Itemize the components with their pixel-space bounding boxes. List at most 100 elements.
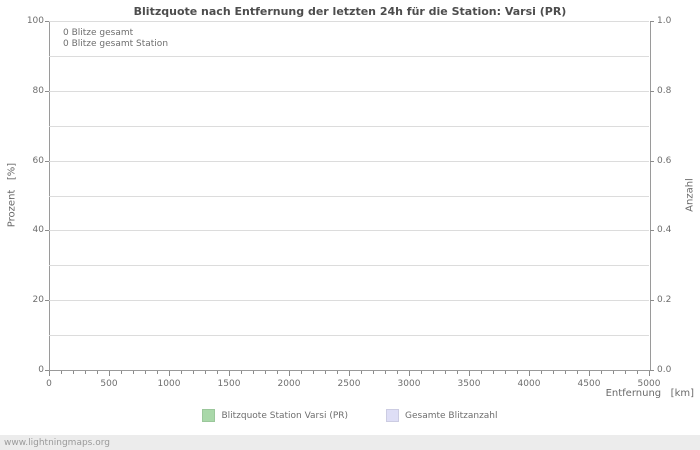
gridline <box>49 21 649 22</box>
x-tick-label: 5000 <box>637 379 661 389</box>
x-minor-tick-mark <box>157 371 158 374</box>
footer-bar <box>0 435 700 450</box>
x-major-tick-mark <box>529 371 530 376</box>
y-left-tick-mark <box>45 21 49 22</box>
y-right-tick-label: 0.0 <box>657 365 672 375</box>
x-minor-tick-mark <box>553 371 554 374</box>
y-right-tick-mark <box>650 370 654 371</box>
chart-title: Blitzquote nach Entfernung der letzten 2… <box>133 5 567 18</box>
legend-label-total-count: Gesamte Blitzanzahl <box>405 410 498 421</box>
y-right-tick-mark <box>650 21 654 22</box>
x-tick-label: 4500 <box>577 379 601 389</box>
x-minor-tick-mark <box>481 371 482 374</box>
x-minor-tick-mark <box>193 371 194 374</box>
y-right-tick-mark <box>650 91 654 92</box>
x-minor-tick-mark <box>373 371 374 374</box>
x-minor-tick-mark <box>145 371 146 374</box>
y-axis-label-left: Prozent [%] <box>6 162 18 228</box>
x-tick-label: 4000 <box>517 379 541 389</box>
x-major-tick-mark <box>109 371 110 376</box>
y-right-tick-mark <box>650 230 654 231</box>
watermark-link[interactable]: www.lightningmaps.org <box>4 438 110 448</box>
x-major-tick-mark <box>49 371 50 376</box>
x-minor-tick-mark <box>517 371 518 374</box>
annotation-total-strikes: 0 Blitze gesamt <box>63 28 134 38</box>
x-minor-tick-mark <box>541 371 542 374</box>
x-major-tick-mark <box>229 371 230 376</box>
y-left-tick-mark <box>45 370 49 371</box>
x-major-tick-mark <box>589 371 590 376</box>
gridline <box>49 230 649 231</box>
y-right-tick-mark <box>650 300 654 301</box>
x-tick-label: 3000 <box>397 379 421 389</box>
y-left-tick-mark <box>45 230 49 231</box>
gridline <box>49 126 649 127</box>
legend-swatch-total-count <box>386 409 400 422</box>
x-minor-tick-mark <box>61 371 62 374</box>
legend-label-station-quote: Blitzquote Station Varsi (PR) <box>221 410 349 421</box>
x-minor-tick-mark <box>301 371 302 374</box>
x-minor-tick-mark <box>457 371 458 374</box>
y-left-tick-label: 80 <box>32 86 44 96</box>
y-right-tick-label: 0.6 <box>657 156 672 166</box>
y-right-tick-label: 0.2 <box>657 295 672 305</box>
annotation-station-strikes: 0 Blitze gesamt Station <box>63 39 169 49</box>
y-right-tick-mark <box>650 161 654 162</box>
legend-item-total-count: Gesamte Blitzanzahl <box>386 409 498 422</box>
x-minor-tick-mark <box>265 371 266 374</box>
y-right-tick-label: 1.0 <box>657 16 672 26</box>
legend: Blitzquote Station Varsi (PR) Gesamte Bl… <box>0 409 700 422</box>
x-minor-tick-mark <box>433 371 434 374</box>
y-left-tick-label: 0 <box>38 365 44 375</box>
x-tick-label: 0 <box>46 379 52 389</box>
x-minor-tick-mark <box>325 371 326 374</box>
x-minor-tick-mark <box>577 371 578 374</box>
x-minor-tick-mark <box>73 371 74 374</box>
x-tick-label: 500 <box>100 379 118 389</box>
y-left-tick-label: 40 <box>32 225 44 235</box>
gridline <box>49 56 649 57</box>
legend-swatch-station-quote <box>202 409 216 422</box>
x-minor-tick-mark <box>277 371 278 374</box>
y-left-tick-label: 60 <box>32 156 44 166</box>
legend-item-station-quote: Blitzquote Station Varsi (PR) <box>202 409 348 422</box>
y-axis-label-right: Anzahl <box>684 178 696 212</box>
x-tick-label: 1500 <box>217 379 241 389</box>
y-left-tick-mark <box>45 161 49 162</box>
x-minor-tick-mark <box>361 371 362 374</box>
x-minor-tick-mark <box>97 371 98 374</box>
gridline <box>49 265 649 266</box>
x-minor-tick-mark <box>637 371 638 374</box>
x-major-tick-mark <box>289 371 290 376</box>
x-minor-tick-mark <box>601 371 602 374</box>
x-major-tick-mark <box>349 371 350 376</box>
x-tick-label: 2500 <box>337 379 361 389</box>
x-minor-tick-mark <box>217 371 218 374</box>
x-minor-tick-mark <box>385 371 386 374</box>
gridline <box>49 161 649 162</box>
x-minor-tick-mark <box>445 371 446 374</box>
x-tick-label: 2000 <box>277 379 301 389</box>
gridline <box>49 335 649 336</box>
x-minor-tick-mark <box>241 371 242 374</box>
x-major-tick-mark <box>649 371 650 376</box>
x-minor-tick-mark <box>493 371 494 374</box>
gridline <box>49 300 649 301</box>
y-left-tick-mark <box>45 300 49 301</box>
y-left-tick-mark <box>45 91 49 92</box>
gridline <box>49 196 649 197</box>
x-minor-tick-mark <box>253 371 254 374</box>
x-minor-tick-mark <box>313 371 314 374</box>
y-left-tick-label: 100 <box>26 16 44 26</box>
x-minor-tick-mark <box>181 371 182 374</box>
y-left-tick-label: 20 <box>32 295 44 305</box>
x-minor-tick-mark <box>505 371 506 374</box>
x-minor-tick-mark <box>133 371 134 374</box>
x-tick-label: 1000 <box>157 379 181 389</box>
x-major-tick-mark <box>469 371 470 376</box>
x-axis-label: Entfernung [km] <box>605 388 694 399</box>
x-minor-tick-mark <box>205 371 206 374</box>
y-right-tick-label: 0.4 <box>657 225 672 235</box>
gridline <box>49 91 649 92</box>
